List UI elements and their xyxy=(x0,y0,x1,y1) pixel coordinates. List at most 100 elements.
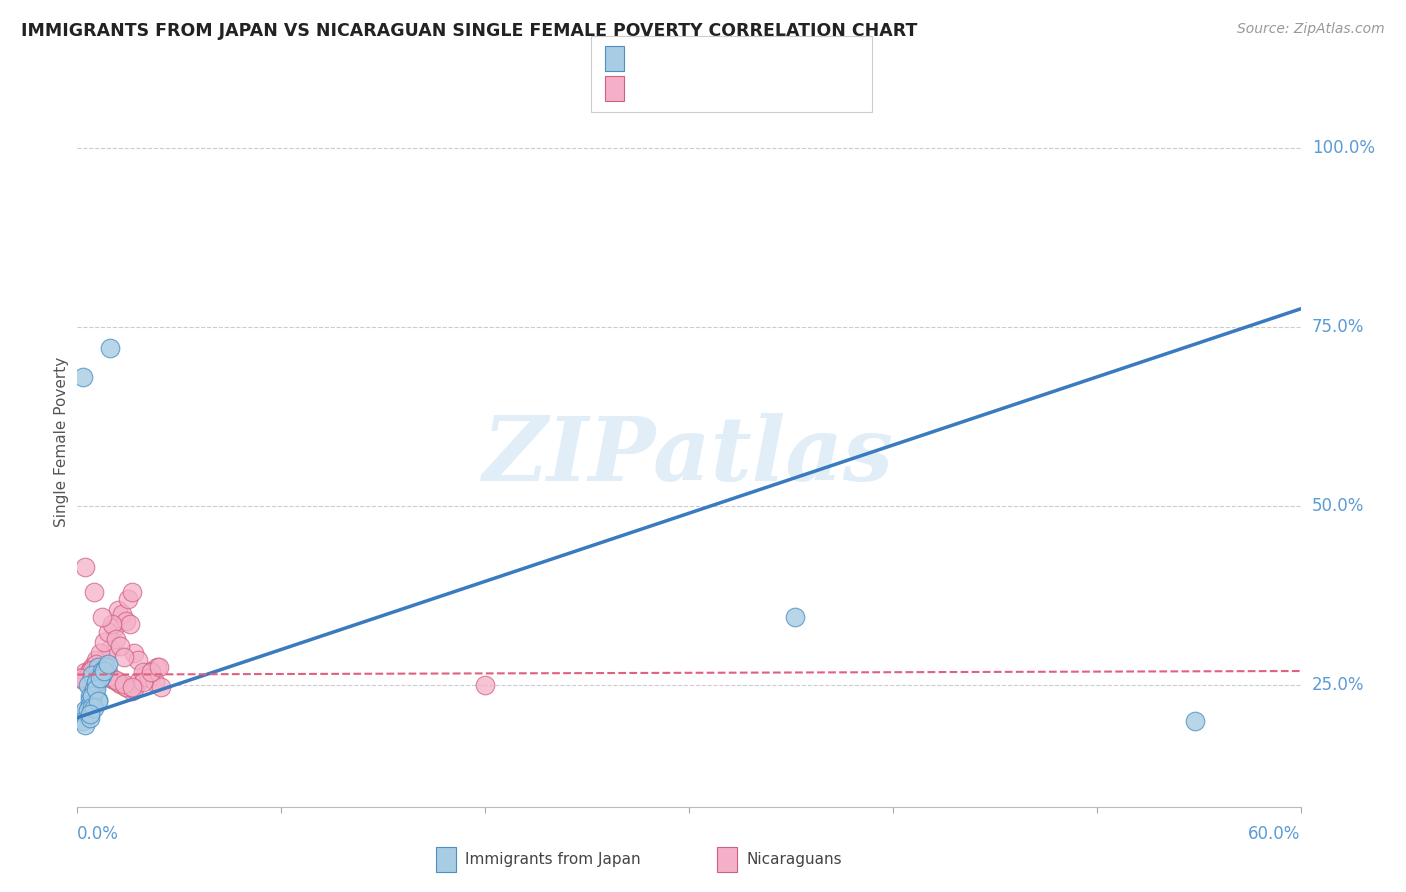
Point xyxy=(120,617,142,632)
Point xyxy=(124,646,146,660)
Point xyxy=(115,614,138,628)
Point xyxy=(121,684,143,698)
Point xyxy=(127,653,149,667)
Text: R =  0.020    N = 62: R = 0.020 N = 62 xyxy=(634,81,796,95)
Point xyxy=(90,660,112,674)
Point xyxy=(98,642,121,657)
Point xyxy=(84,674,107,689)
Text: 75.0%: 75.0% xyxy=(1312,318,1364,335)
Point xyxy=(90,664,112,678)
Point xyxy=(75,703,97,717)
Point xyxy=(101,617,124,632)
Point xyxy=(75,665,97,680)
Point xyxy=(87,692,110,706)
Point xyxy=(94,649,117,664)
Point xyxy=(79,692,101,706)
Point xyxy=(149,680,172,694)
Text: Immigrants from Japan: Immigrants from Japan xyxy=(465,853,641,867)
Point xyxy=(70,670,93,684)
Text: 25.0%: 25.0% xyxy=(1312,676,1364,694)
Point xyxy=(80,699,103,714)
Point xyxy=(79,698,101,713)
Point xyxy=(103,621,125,635)
Point xyxy=(139,664,162,678)
Point xyxy=(93,635,115,649)
Point xyxy=(93,664,115,678)
Point xyxy=(76,667,98,681)
Text: IMMIGRANTS FROM JAPAN VS NICARAGUAN SINGLE FEMALE POVERTY CORRELATION CHART: IMMIGRANTS FROM JAPAN VS NICARAGUAN SING… xyxy=(21,22,918,40)
Point xyxy=(76,678,98,692)
Point xyxy=(97,670,120,684)
Point xyxy=(90,663,112,677)
Point xyxy=(89,665,111,680)
Point xyxy=(134,667,156,681)
Text: 100.0%: 100.0% xyxy=(1312,138,1375,156)
Point xyxy=(83,658,105,673)
Point xyxy=(87,694,110,708)
Point xyxy=(84,653,107,667)
Point xyxy=(79,689,101,703)
Point xyxy=(138,671,160,685)
Point xyxy=(80,663,103,677)
Point xyxy=(83,681,105,696)
Point xyxy=(79,711,101,725)
Point xyxy=(89,671,111,685)
Point xyxy=(105,632,128,646)
Point xyxy=(143,674,166,689)
Text: 60.0%: 60.0% xyxy=(1249,825,1301,843)
Point xyxy=(76,703,98,717)
Point xyxy=(70,671,93,685)
Point xyxy=(80,689,103,703)
Point xyxy=(112,649,135,664)
Point xyxy=(131,674,153,689)
Point xyxy=(98,671,121,685)
Point xyxy=(117,592,139,607)
Point xyxy=(127,674,149,689)
Point xyxy=(90,667,112,681)
Y-axis label: Single Female Poverty: Single Female Poverty xyxy=(53,357,69,526)
Point xyxy=(75,718,97,732)
Point xyxy=(783,610,806,624)
Point xyxy=(83,585,105,599)
Point xyxy=(115,680,138,694)
Point xyxy=(84,657,107,671)
Text: Nicaraguans: Nicaraguans xyxy=(747,853,842,867)
Text: 50.0%: 50.0% xyxy=(1312,497,1364,515)
Point xyxy=(84,678,107,692)
Point xyxy=(103,673,125,687)
Point xyxy=(83,685,105,699)
Point xyxy=(107,603,129,617)
Text: ZIPatlas: ZIPatlas xyxy=(484,413,894,500)
Point xyxy=(72,714,94,729)
Point xyxy=(97,665,120,680)
Text: R =  0.371    N = 35: R = 0.371 N = 35 xyxy=(634,52,796,66)
Point xyxy=(79,706,101,721)
Text: Source: ZipAtlas.com: Source: ZipAtlas.com xyxy=(1237,22,1385,37)
Point xyxy=(139,665,162,680)
Point xyxy=(112,677,135,691)
Point xyxy=(89,646,111,660)
Point xyxy=(105,673,128,687)
Point xyxy=(94,660,117,674)
Point xyxy=(72,673,94,687)
Point xyxy=(121,585,143,599)
Point xyxy=(474,678,496,692)
Point xyxy=(108,639,131,653)
Point xyxy=(75,706,97,721)
Point xyxy=(79,663,101,677)
Point xyxy=(97,657,120,671)
Point xyxy=(72,370,94,384)
Point xyxy=(84,681,107,696)
Point xyxy=(89,671,111,685)
Point xyxy=(107,674,129,689)
Point xyxy=(87,660,110,674)
Point xyxy=(97,624,120,639)
Point xyxy=(121,680,143,694)
Point xyxy=(80,696,103,710)
Point xyxy=(80,660,103,674)
Point xyxy=(83,701,105,715)
Point xyxy=(131,665,153,680)
Point xyxy=(75,560,97,574)
Point xyxy=(90,610,112,624)
Point xyxy=(124,681,146,696)
